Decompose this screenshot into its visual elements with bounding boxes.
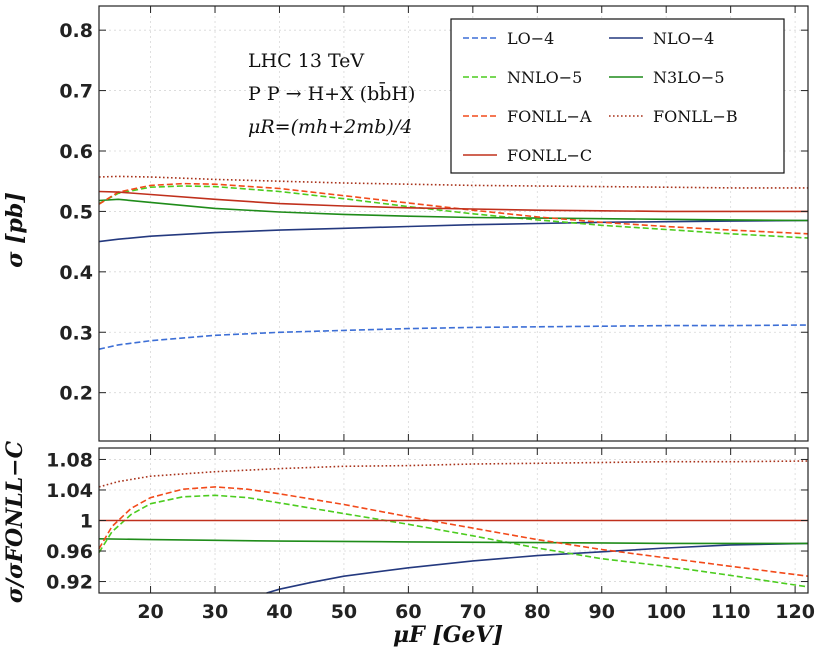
y-tick-label: 0.5 [59, 201, 93, 223]
ratio-panel: 0.92 0.96 1 1.04 1.08 20 30 40 50 60 70 80 90 100 110 1… [46, 447, 815, 623]
legend-label: FONLL−A [507, 107, 592, 126]
series-line-nlo-4 [98, 219, 809, 243]
series-line-lo-4 [98, 324, 809, 350]
series-line-fonll-b [98, 175, 808, 189]
series-line-fonll-b [98, 460, 809, 488]
legend-label: NNLO−5 [507, 68, 582, 87]
ratio-tick-group: 0.92 0.96 1 1.04 1.08 20 30 40 50 60 70 80 90 100 110 1… [46, 448, 815, 623]
series-line-fonll-a [98, 486, 809, 577]
series-line-n3lo-5 [98, 538, 808, 545]
legend-label: FONLL−B [653, 107, 738, 126]
x-tick-label: 70 [460, 601, 486, 623]
x-tick-label: 110 [711, 601, 751, 623]
ratio-series-group [98, 460, 809, 594]
x-tick-label: 40 [266, 601, 292, 623]
x-tick-label: 80 [524, 601, 550, 623]
main-tick-group: 0.2 0.3 0.4 0.5 0.6 0.7 0.8 [59, 6, 808, 441]
annotation-process: P P → H+X (bb̄H) [248, 81, 415, 105]
y-tick-label: 0.4 [59, 262, 93, 284]
main-y-axis-label: σ [pb] [2, 192, 28, 267]
annotation-scale: μR=(mh+2mb)/4 [248, 116, 412, 138]
x-tick-label: 50 [331, 601, 357, 623]
legend-box [450, 18, 785, 174]
series-line-nnlo-5 [98, 494, 809, 588]
series-line-fonll-a [98, 182, 809, 235]
y-tick-label: 1 [80, 511, 93, 533]
y-tick-label: 0.7 [59, 81, 93, 103]
y-tick-label: 1.08 [46, 449, 93, 471]
legend: LO−4 NLO−4 NNLO−5 N3LO−5 FONLL−A FONLL−B FONLL… [450, 18, 785, 174]
y-tick-label: 0.8 [59, 20, 93, 42]
y-tick-label: 0.2 [59, 383, 93, 405]
series-line-nnlo-5 [98, 185, 809, 239]
y-tick-label: 1.04 [46, 480, 93, 502]
legend-label: LO−4 [507, 29, 554, 48]
main-series-group [98, 175, 809, 350]
series-line-n3lo-5 [98, 198, 809, 222]
series-line-fonll-c [98, 190, 808, 213]
legend-items: LO−4 NLO−4 NNLO−5 N3LO−5 FONLL−A FONLL−B FONLL… [463, 29, 738, 165]
ratio-y-axis-label: σ/σFONLL−C [2, 440, 28, 603]
main-plot-frame [98, 5, 809, 442]
x-tick-label: 120 [775, 601, 815, 623]
legend-label: FONLL−C [507, 146, 592, 165]
x-tick-label: 20 [137, 601, 163, 623]
legend-label: NLO−4 [653, 29, 714, 48]
y-tick-label: 0.6 [59, 141, 93, 163]
x-tick-label: 30 [202, 601, 228, 623]
x-tick-label: 60 [395, 601, 421, 623]
x-tick-label: 90 [589, 601, 615, 623]
x-axis-label: μF [GeV] [393, 622, 503, 648]
y-tick-label: 0.92 [46, 572, 93, 594]
x-tick-label: 100 [646, 601, 686, 623]
y-tick-label: 0.96 [46, 541, 93, 563]
annotation-energy: LHC 13 TeV [248, 50, 364, 72]
y-tick-label: 0.3 [59, 322, 93, 344]
legend-label: N3LO−5 [653, 68, 725, 87]
series-line-nlo-4 [266, 542, 809, 594]
